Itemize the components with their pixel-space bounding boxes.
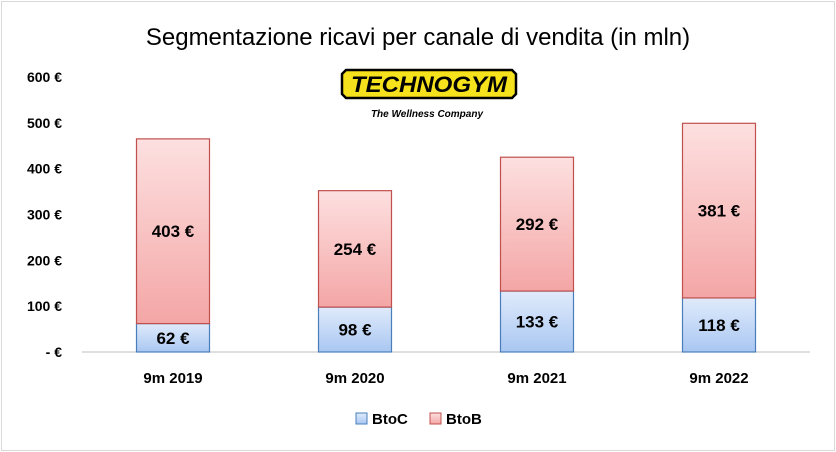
data-label-btob: 254 € [334,240,377,259]
data-label-btoc: 118 € [698,316,740,335]
technogym-logo: TECHNOGYM The Wellness Company [340,68,518,120]
data-label-btoc: 98 € [338,321,372,340]
x-tick-label: 9m 2022 [689,370,748,387]
y-tick-label: 600 € [27,69,62,85]
legend-swatch-btoc [355,412,368,425]
bar-btob-1 [135,138,211,325]
legend-swatch-btob [429,412,442,425]
bars-layer [135,122,757,353]
data-label-btoc: 133 € [516,313,559,332]
bar-btob-2 [317,190,393,308]
x-tick-label: 9m 2020 [325,370,384,387]
logo-badge [340,68,518,100]
logo-tagline: The Wellness Company [371,109,484,120]
data-label-btob: 403 € [152,222,195,241]
x-tick-label: 9m 2021 [507,370,566,387]
x-tick-label: 9m 2019 [143,370,202,387]
legend: BtoC BtoB [355,411,482,428]
y-tick-label: 500 € [27,115,62,131]
data-label-btob: 381 € [698,202,741,221]
chart-title: Segmentazione ricavi per canale di vendi… [146,24,690,51]
data-label-btoc: 62 € [156,329,190,348]
bar-btob-3 [499,156,575,292]
data-label-btob: 292 € [516,215,559,234]
axis-layer: - € 100 € 200 € 300 € 400 € 500 € 600 € 9m 2019… [27,69,810,387]
bar-btoc-3 [499,290,575,353]
legend-label-btob: BtoB [446,411,482,428]
labels-layer: 62 € 403 € 98 € 254 € 133 € 292 € 118 € 381 € [152,202,741,348]
bar-btob-4 [681,122,757,299]
y-tick-label: 200 € [27,252,62,268]
y-tick-label: 100 € [27,298,62,314]
logo-brand: TECHNOGYM [351,72,508,97]
y-tick-label: - € [46,344,63,360]
y-tick-label: 300 € [27,207,62,223]
y-tick-label: 400 € [27,161,62,177]
legend-label-btoc: BtoC [372,411,408,428]
